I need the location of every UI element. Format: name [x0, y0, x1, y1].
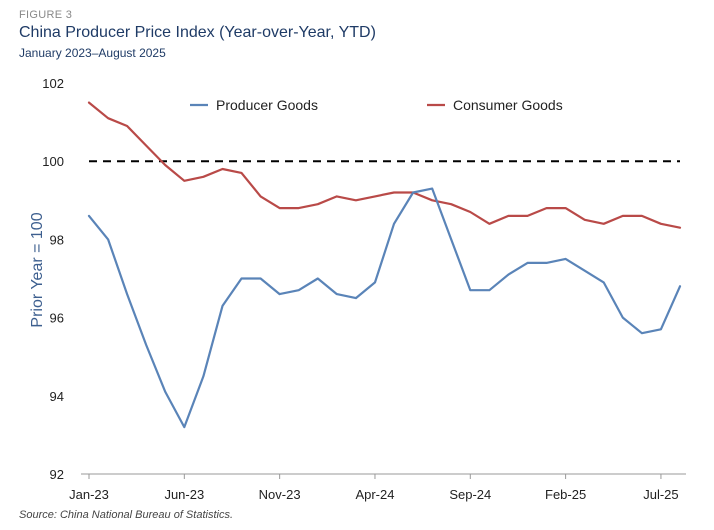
y-tick-label: 92 [50, 467, 64, 482]
x-tick-label: Sep-24 [449, 487, 491, 502]
legend: Producer Goods Consumer Goods [190, 97, 563, 113]
x-tick-label: Apr-24 [355, 487, 394, 502]
y-tick-label: 98 [50, 232, 64, 247]
x-tick-label: Jan-23 [69, 487, 109, 502]
chart-title: China Producer Price Index (Year-over-Ye… [19, 24, 376, 41]
y-tick-labels: 92 94 96 98 100 102 [42, 76, 64, 482]
figure-label: FIGURE 3 [19, 9, 73, 21]
legend-label-consumer-goods: Consumer Goods [453, 97, 563, 113]
series-lines [87, 101, 682, 429]
line-chart: Prior Year = 100 92 94 96 98 100 102 Jan-23 Ju… [29, 76, 686, 502]
series-line-consumer-goods [87, 101, 682, 229]
y-tick-label: 94 [50, 389, 64, 404]
y-tick-label: 102 [42, 76, 64, 91]
x-tick-label: Feb-25 [545, 487, 586, 502]
legend-label-producer-goods: Producer Goods [216, 97, 318, 113]
y-tick-label: 96 [50, 311, 64, 326]
chart-subtitle: January 2023–August 2025 [19, 46, 166, 60]
source-note: Source: China National Bureau of Statist… [19, 509, 234, 521]
series-line-producer-goods [87, 187, 682, 429]
x-tick-label: Jul-25 [643, 487, 678, 502]
x-tick-label: Nov-23 [259, 487, 301, 502]
y-tick-label: 100 [42, 154, 64, 169]
x-tick-label: Jun-23 [164, 487, 204, 502]
y-axis-label: Prior Year = 100 [29, 212, 46, 327]
x-tick-labels: Jan-23 Jun-23 Nov-23 Apr-24 Sep-24 Feb-25 Jul-… [69, 474, 679, 502]
